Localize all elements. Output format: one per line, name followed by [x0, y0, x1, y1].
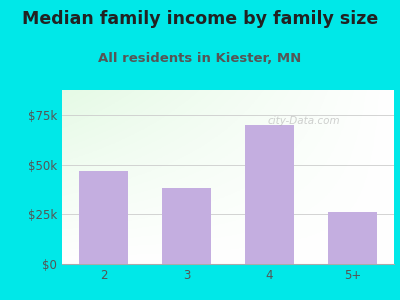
Bar — [162, 188, 210, 264]
Text: All residents in Kiester, MN: All residents in Kiester, MN — [98, 52, 302, 65]
Bar — [328, 212, 376, 264]
Bar — [80, 170, 128, 264]
Text: city-Data.com: city-Data.com — [268, 116, 340, 126]
Text: Median family income by family size: Median family income by family size — [22, 11, 378, 28]
Bar — [246, 125, 294, 264]
